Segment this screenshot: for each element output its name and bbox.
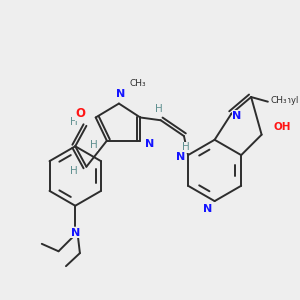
Text: N: N bbox=[232, 111, 242, 121]
Text: N: N bbox=[202, 203, 212, 214]
Text: H: H bbox=[70, 117, 77, 127]
Text: methyl: methyl bbox=[269, 96, 298, 105]
Text: H: H bbox=[90, 140, 98, 150]
Text: H: H bbox=[70, 167, 78, 176]
Text: CH₃: CH₃ bbox=[129, 79, 146, 88]
Text: N: N bbox=[145, 140, 154, 149]
Text: H: H bbox=[155, 104, 163, 114]
Text: N: N bbox=[176, 152, 185, 162]
Text: H: H bbox=[182, 142, 190, 152]
Text: O: O bbox=[76, 107, 86, 120]
Text: CH₃: CH₃ bbox=[271, 96, 287, 105]
Text: N: N bbox=[70, 228, 80, 238]
Text: N: N bbox=[116, 89, 125, 99]
Text: OH: OH bbox=[273, 122, 291, 132]
